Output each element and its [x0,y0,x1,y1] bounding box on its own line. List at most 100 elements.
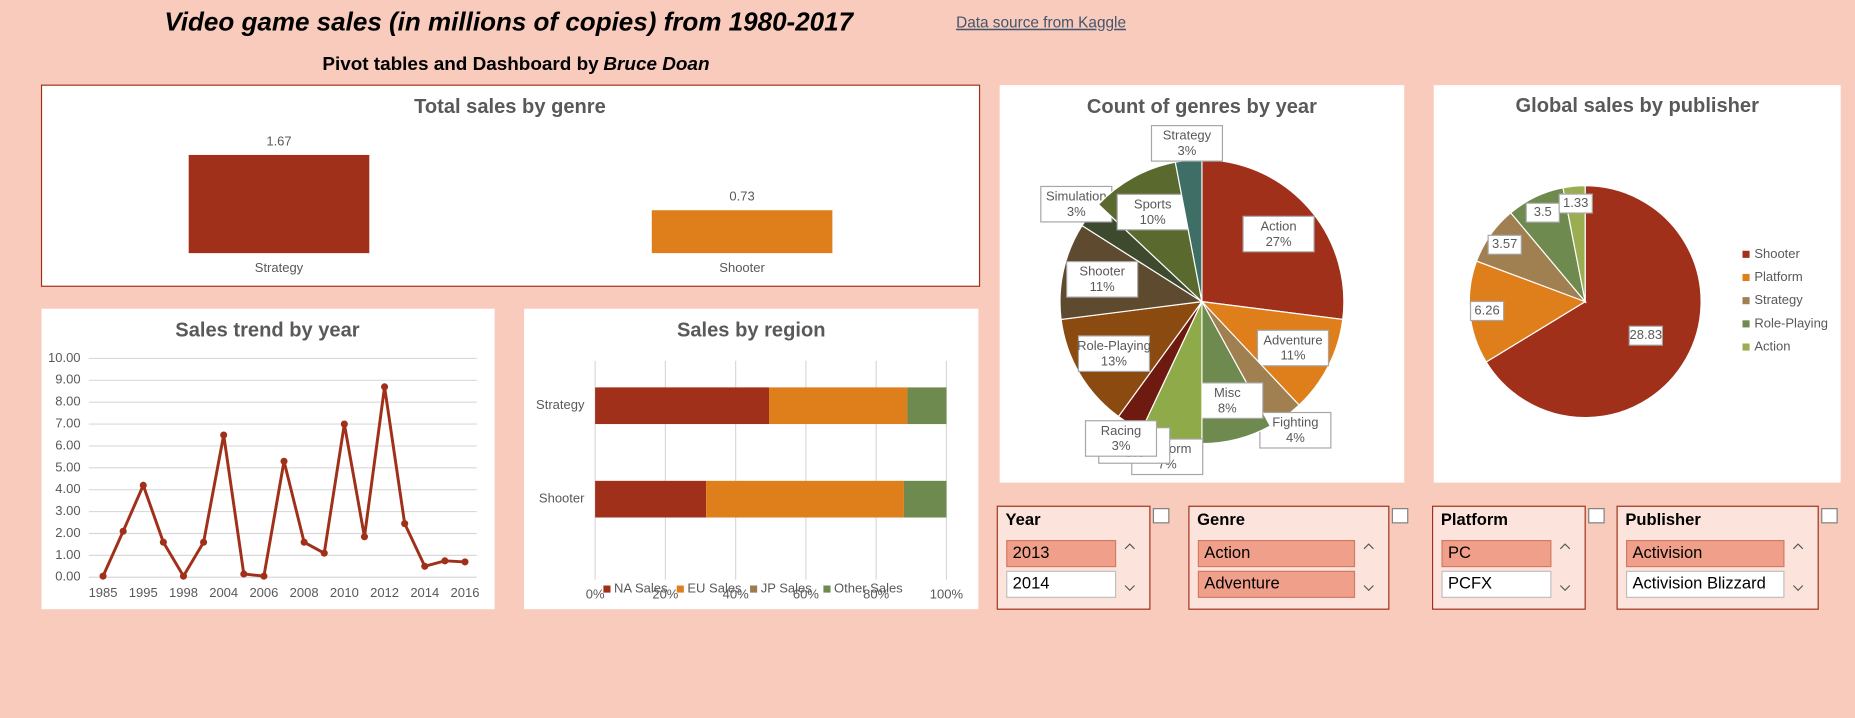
slice-label: Shooter [1079,264,1125,279]
x-tick-label: 1995 [129,585,158,600]
slicer-item-label: Action [1204,543,1250,562]
slicer-item[interactable] [1625,539,1785,568]
label-box [1259,411,1332,449]
slicer-item[interactable] [1441,570,1552,598]
slicer-item[interactable] [1197,570,1356,598]
legend-label: JP Sales [761,581,813,596]
label-box [1487,234,1522,255]
slice-value: 3% [1112,438,1131,453]
x-tick-label: 2004 [209,585,238,600]
slice-label: Action [1261,218,1297,233]
point [159,538,167,546]
slice-value: 4% [1286,430,1305,445]
filter-icon[interactable] [1152,508,1170,524]
slice-label: Sports [1134,196,1172,211]
y-tick-label: 3.00 [55,503,80,518]
slice-value: 13% [1101,353,1127,368]
slicer-item[interactable] [1197,539,1356,568]
slicer-item[interactable] [1006,539,1117,568]
data-label: 6.26 [1474,302,1499,317]
legend-label: Strategy [1754,292,1803,307]
x-tick-label: Shooter [719,260,765,275]
slice-label: Simulation [1046,189,1107,204]
slicer-item[interactable] [1441,539,1552,568]
label-box [1558,193,1593,214]
y-tick-label: 0.00 [55,569,80,584]
y-tick-label: Shooter [539,491,585,506]
filter-icon[interactable] [1588,508,1605,524]
point [300,538,308,546]
x-tick-label: 40% [723,586,749,601]
label-box [1256,329,1330,367]
bar-segment [595,387,770,425]
filter-icon[interactable] [1821,508,1838,524]
chart-title: Count of genres by year [1087,96,1317,118]
legend-swatch [823,585,831,593]
data-label: 1.33 [1563,195,1588,210]
point [401,520,409,528]
x-tick-label: 2008 [290,585,319,600]
point [320,549,328,557]
chart-title: Total sales by genre [414,96,606,118]
point [119,527,127,535]
legend-swatch [750,585,758,593]
y-tick-label: 5.00 [55,459,80,474]
x-tick-label: 100% [930,586,964,601]
point [360,533,369,541]
slice-label: Racing [1101,423,1141,438]
x-tick-label: 2014 [410,585,439,600]
label-box [1242,215,1315,253]
x-tick-label: 2012 [370,585,399,600]
slicer-item[interactable] [1006,570,1117,598]
legend-label: Role-Playing [1754,315,1828,330]
x-tick-label: 2006 [249,585,278,600]
legend-swatch [1742,320,1750,328]
point [461,558,469,566]
data-label: 1.67 [266,133,291,148]
data-label: 3.5 [1534,204,1552,219]
y-tick-label: 2.00 [55,525,80,540]
legend-label: Action [1754,338,1790,353]
bar-segment [907,387,947,425]
slice-label: Strategy [1163,128,1212,143]
source-link[interactable]: Data source from Kaggle [956,15,1126,32]
point [179,572,188,580]
slicer-item-label: 2013 [1013,543,1050,562]
slicer-title: Platform [1441,510,1508,529]
label-box [1469,300,1505,322]
slicer-item-label: PC [1448,543,1471,562]
page-title: Video game sales (in millions of copies)… [164,7,854,37]
scrollbar [1559,543,1571,592]
point [441,557,449,565]
label-box [1150,125,1224,162]
pie-slice [1562,185,1586,302]
y-tick-label: 8.00 [55,394,80,409]
data-label: 28.83 [1630,327,1663,342]
slice-label: Adventure [1263,332,1322,347]
filter-icon[interactable] [1391,508,1409,524]
slicer-item-label: Activision [1632,543,1702,562]
slice-value: 27% [1266,234,1292,249]
x-tick-label: 60% [793,586,819,601]
point [260,572,268,580]
point [280,457,288,465]
pie-slice [1468,260,1587,363]
label-box [1191,382,1264,419]
x-tick-label: Strategy [255,260,304,275]
point [240,570,248,578]
x-tick-label: 1998 [169,585,198,600]
slicer-item[interactable] [1625,570,1785,598]
slicer-title: Year [1006,510,1042,529]
point [340,420,348,428]
bar-segment [595,480,707,518]
pie-slice [1485,185,1702,419]
author: Bruce Doan [603,54,709,75]
y-tick-label: 1.00 [55,547,80,562]
legend-swatch [1742,343,1750,351]
slice-value: 11% [1280,348,1305,363]
subtitle: Pivot tables and Dashboard by [322,54,599,75]
bar-segment [706,480,904,518]
bar [188,154,370,254]
